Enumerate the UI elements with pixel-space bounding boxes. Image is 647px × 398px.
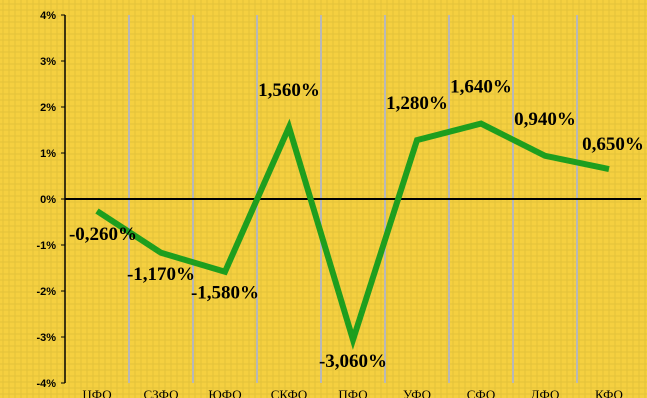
data-label: -1,170% (127, 264, 195, 285)
y-tick-label: -4% (36, 378, 56, 390)
y-axis-ticks: 4% 3% 2% 1% 0% -1% -2% -3% -4% (36, 10, 65, 390)
y-tick-label: 4% (40, 10, 56, 22)
x-tick-label: СКФО (271, 387, 308, 398)
data-label: -0,260% (69, 224, 137, 245)
x-tick-label: ЦФО (82, 387, 111, 398)
data-label: 0,650% (582, 134, 644, 155)
data-label: -3,060% (319, 351, 387, 372)
y-tick-label: -1% (36, 240, 56, 252)
x-tick-label: СФО (467, 387, 496, 398)
x-tick-label: ДФО (531, 387, 560, 398)
y-tick-label: -3% (36, 332, 56, 344)
x-tick-label: КФО (595, 387, 623, 398)
data-label: 1,280% (386, 93, 448, 114)
x-tick-label: СЗФО (143, 387, 178, 398)
x-tick-label: УФО (403, 387, 431, 398)
series-group (95, 118, 610, 350)
data-labels: -0,260% -1,170%-1,580% 1,560% -3,060% 1,280%… (69, 77, 644, 372)
x-tick-label: ЮФО (208, 387, 241, 398)
data-label: -1,580% (191, 283, 259, 304)
y-tick-label: 1% (40, 148, 56, 160)
data-label: 0,940% (514, 109, 576, 130)
data-label: 1,560% (258, 80, 320, 101)
y-tick-label: 0% (40, 194, 56, 206)
y-tick-label: -2% (36, 286, 56, 298)
x-axis-ticks: ЦФО СЗФО ЮФО СКФО ПФО УФО СФО ДФО КФО (82, 387, 623, 398)
data-label: 1,640% (450, 77, 512, 98)
x-tick-label: ПФО (338, 387, 367, 398)
y-tick-label: 3% (40, 56, 56, 68)
y-tick-label: 2% (40, 102, 56, 114)
